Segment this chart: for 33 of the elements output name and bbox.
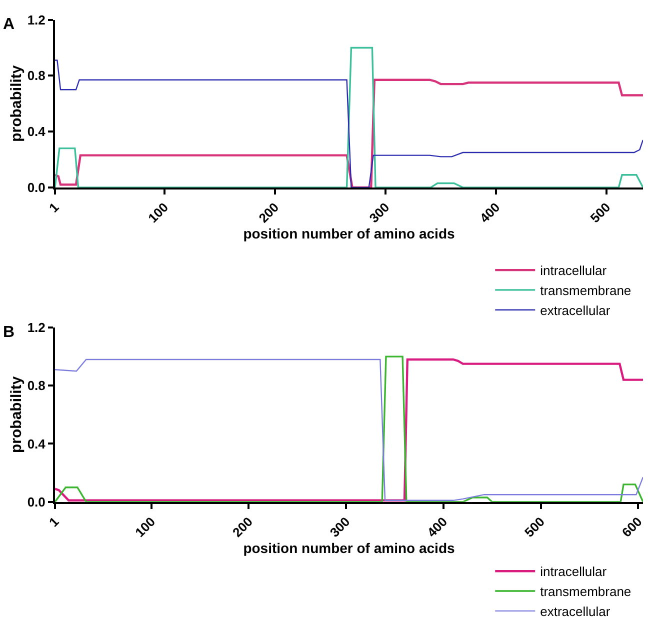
y-tick-label: 0.4 — [27, 124, 46, 140]
legend-label: extracellular — [540, 604, 611, 619]
y-axis-title: probability — [8, 376, 26, 454]
legend-label: transmembrane — [540, 283, 632, 298]
x-tick-label: 400 — [476, 200, 503, 226]
legend-label: intracellular — [540, 263, 608, 278]
y-tick-label: 1.2 — [27, 320, 46, 336]
legend-label: intracellular — [540, 564, 608, 580]
x-tick-label: 400 — [424, 514, 450, 540]
x-axis-title: position number of amino acids — [243, 226, 455, 242]
x-tick-label: 200 — [256, 200, 282, 226]
x-tick-label: 100 — [145, 200, 172, 226]
x-tick-label: 100 — [132, 514, 158, 540]
chart-title: B — [3, 324, 15, 341]
x-tick-label: 1 — [46, 514, 62, 530]
y-tick-label: 0.8 — [27, 68, 46, 84]
chart-title: A — [3, 16, 15, 33]
y-tick-label: 0.0 — [27, 180, 46, 196]
y-tick-label: 1.2 — [27, 12, 46, 28]
x-tick-label: 1 — [46, 200, 62, 216]
y-tick-label: 0.8 — [27, 378, 46, 394]
y-tick-label: 0.0 — [27, 494, 46, 510]
x-tick-label: 500 — [522, 514, 548, 540]
x-tick-label: 300 — [326, 514, 353, 540]
legend-label: extracellular — [540, 302, 611, 318]
y-tick-label: 0.4 — [27, 436, 46, 452]
x-axis-title: position number of amino acids — [243, 540, 455, 556]
x-tick-label: 300 — [366, 200, 392, 226]
y-axis-title: probability — [8, 64, 26, 142]
legend-label: transmembrane — [540, 584, 632, 600]
x-tick-label: 200 — [229, 514, 256, 540]
x-tick-label: 600 — [618, 514, 645, 540]
x-tick-label: 500 — [587, 200, 614, 226]
